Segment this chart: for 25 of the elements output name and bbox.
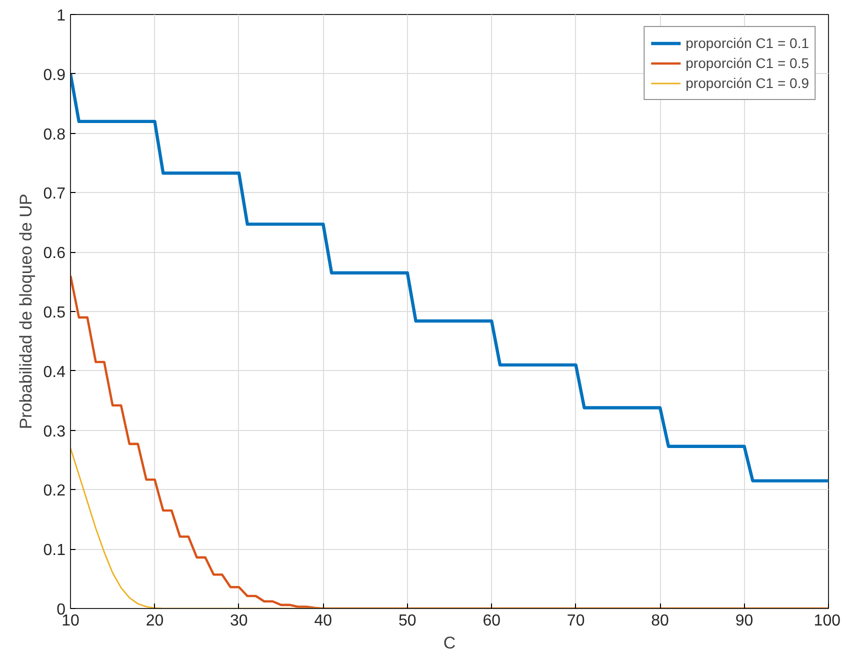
y-tick-label: 0.6 (43, 245, 66, 262)
legend-label: proporción C1 = 0.9 (686, 75, 809, 91)
y-tick-label: 0.2 (43, 482, 66, 500)
line-series (70, 72, 828, 482)
y-tick-label: 0.7 (43, 186, 66, 203)
x-tick-label: 100 (814, 612, 841, 630)
x-tick-label: 20 (146, 612, 164, 630)
legend-label: proporción C1 = 0.1 (686, 35, 809, 51)
x-tick-label: 30 (230, 612, 248, 630)
y-tick-label: 0.8 (43, 126, 66, 144)
y-tick-label: 0.4 (43, 364, 66, 381)
y-axis-title: Probabilidad de bloqueo de UP (16, 194, 36, 430)
x-tick-label: 70 (566, 612, 585, 630)
x-axis-title: C (443, 634, 456, 652)
y-tick-label: 0.1 (43, 542, 66, 560)
legend-label: proporción C1 = 0.5 (686, 55, 809, 71)
y-tick-label: 1 (56, 8, 66, 24)
x-tick-label: 90 (735, 612, 754, 630)
y-tick-label: 0.3 (43, 423, 66, 440)
y-tick-label: 0.9 (43, 66, 66, 84)
x-tick-label: 40 (314, 612, 332, 630)
y-tick-label: 0.5 (43, 304, 66, 322)
x-tick-label: 80 (651, 612, 670, 630)
x-tick-label: 60 (482, 612, 501, 630)
x-tick-label: 50 (398, 612, 416, 630)
